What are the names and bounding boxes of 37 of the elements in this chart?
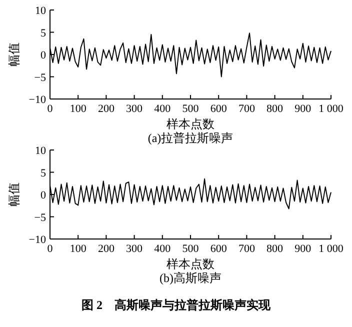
x-tick-label: 900 <box>294 103 312 115</box>
text: (a)拉普拉斯噪声 <box>148 131 234 145</box>
y-axis-title: 幅值 <box>7 182 21 206</box>
x-tick-label: 300 <box>126 103 144 115</box>
x-tick-label: 400 <box>154 243 172 255</box>
x-tick-label: 600 <box>210 243 228 255</box>
y-tick-label: −10 <box>28 234 46 246</box>
x-tick-label: 800 <box>266 243 284 255</box>
x-axis-title: 样本点数 <box>166 117 214 131</box>
x-axis-title: 样本点数 <box>166 257 214 271</box>
y-axis-title: 幅值 <box>7 42 21 66</box>
y-tick-label: 0 <box>40 50 46 62</box>
x-tick-label: 900 <box>294 243 312 255</box>
x-tick-label: 500 <box>182 243 200 255</box>
x-tick-label: 400 <box>154 103 172 115</box>
y-tick-label: 5 <box>40 27 46 40</box>
x-tick-label: 1 000 <box>318 243 344 255</box>
y-tick-label: −10 <box>28 94 46 106</box>
x-tick-label: 100 <box>70 103 87 115</box>
x-tick-label: 500 <box>182 103 200 115</box>
caption: 图 2 高斯噪声与拉普拉斯噪声实现 <box>82 298 272 312</box>
y-tick-label: 0 <box>40 190 46 202</box>
x-tick-label: 300 <box>126 243 144 255</box>
x-tick-label: 600 <box>210 103 228 115</box>
x-tick-label: 200 <box>98 103 115 115</box>
x-tick-label: 1 000 <box>318 103 344 115</box>
y-tick-label: −5 <box>34 212 46 224</box>
x-tick-label: 800 <box>266 103 284 115</box>
y-tick-label: 10 <box>35 145 46 157</box>
x-tick-label: 100 <box>70 243 87 255</box>
x-tick-label: 200 <box>98 243 115 255</box>
x-tick-label: 700 <box>238 243 256 255</box>
x-tick-label: 700 <box>238 103 256 115</box>
y-tick-label: −5 <box>34 72 46 84</box>
text: (b)高斯噪声 <box>160 271 222 285</box>
y-tick-label: 10 <box>35 5 46 17</box>
y-tick-label: 5 <box>40 167 46 180</box>
